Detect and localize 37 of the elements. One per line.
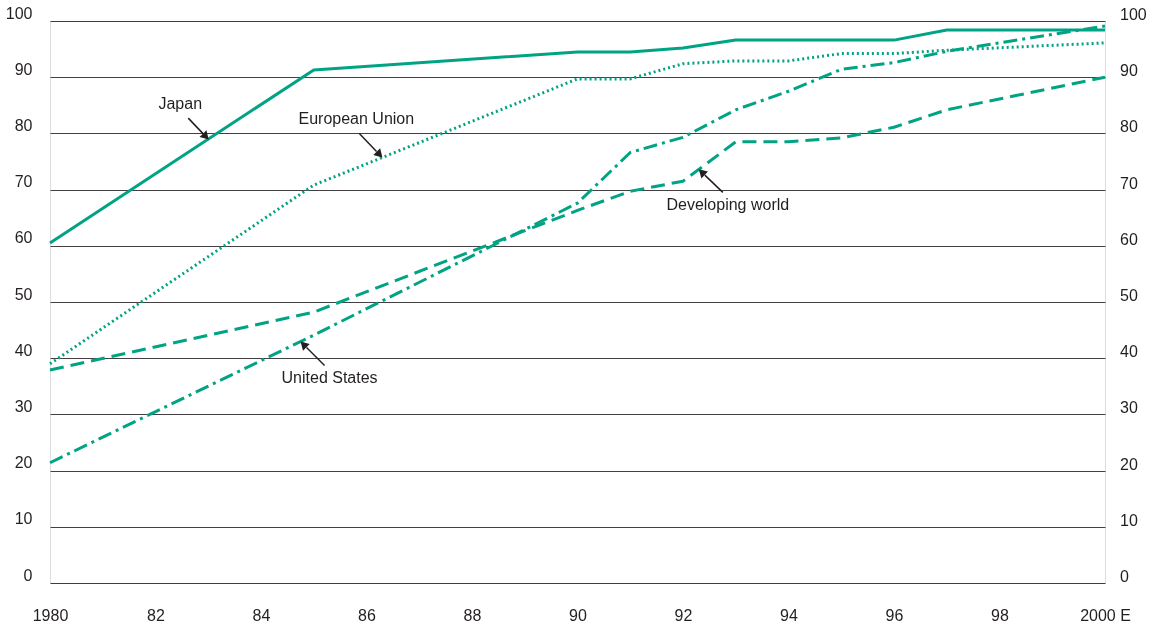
x-tick-label: 82 xyxy=(147,606,165,624)
x-tick-label: 1980 xyxy=(32,606,69,624)
x-tick-label: 2000 E xyxy=(1080,606,1131,624)
y-tick-label: 10 xyxy=(14,510,33,528)
series-label: Developing world xyxy=(666,196,790,214)
y-tick-label: 30 xyxy=(14,397,33,415)
y-tick-label: 70 xyxy=(14,173,33,191)
y2-tick-label: 100 xyxy=(1120,6,1147,23)
x-tick-label: 90 xyxy=(569,606,587,624)
y-tick-label: 100 xyxy=(5,4,33,22)
y2-tick-label: 50 xyxy=(1120,287,1138,304)
y-tick-label: 60 xyxy=(14,229,33,247)
x-tick-label: 86 xyxy=(358,606,376,624)
x-tick-label: 94 xyxy=(780,606,798,624)
y2-tick-label: 0 xyxy=(1120,568,1129,585)
y2-tick-label: 70 xyxy=(1120,174,1138,192)
x-tick-label: 92 xyxy=(674,606,693,624)
x-tick-label: 88 xyxy=(463,606,482,624)
y-tick-label: 20 xyxy=(14,454,33,472)
y2-tick-label: 20 xyxy=(1120,455,1138,473)
y-tick-label: 0 xyxy=(23,566,33,584)
y2-tick-label: 80 xyxy=(1120,118,1138,136)
y2-tick-label: 60 xyxy=(1120,230,1138,248)
y-tick-label: 50 xyxy=(14,285,33,303)
y-tick-label: 80 xyxy=(14,116,33,134)
y2-tick-label: 30 xyxy=(1120,399,1138,417)
y2-tick-label: 40 xyxy=(1120,343,1138,361)
x-tick-label: 98 xyxy=(991,606,1009,624)
x-tick-label: 96 xyxy=(885,606,904,624)
y-tick-label: 40 xyxy=(14,341,33,359)
series-label: European Union xyxy=(298,110,415,128)
y2-tick-label: 90 xyxy=(1120,62,1138,80)
x-tick-label: 84 xyxy=(252,606,271,624)
y2-tick-label: 10 xyxy=(1120,511,1138,529)
series-label: United States xyxy=(281,368,378,386)
series-label: Japan xyxy=(158,95,203,113)
y-tick-label: 90 xyxy=(14,60,33,78)
